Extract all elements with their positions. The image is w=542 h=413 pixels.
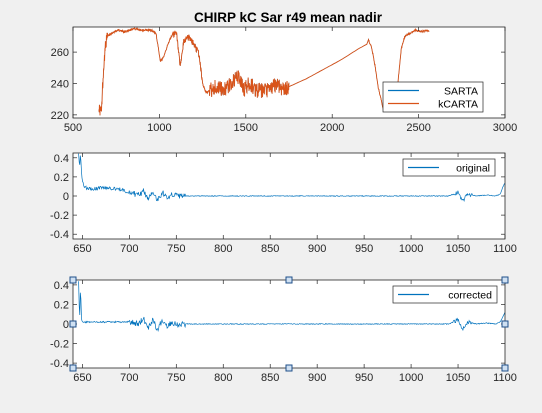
x-tick-label: 950 [355, 243, 373, 255]
x-tick-label: 1000 [399, 372, 423, 384]
x-tick-label: 850 [261, 372, 279, 384]
legend-entry-label: kCARTA [438, 99, 478, 111]
y-tick-label: 260 [51, 47, 69, 59]
y-tick-label: -0.2 [50, 210, 69, 222]
y-tick-label: 0.4 [54, 280, 69, 292]
y-tick-label: 0.2 [54, 299, 69, 311]
y-tick-label: 0.2 [54, 172, 69, 184]
resize-handle[interactable] [69, 364, 77, 372]
plot-area [98, 27, 430, 116]
original-series-line [78, 153, 505, 202]
x-tick-label: 750 [167, 243, 185, 255]
kcarta-line-segment [368, 38, 385, 112]
x-tick-label: 1000 [399, 243, 423, 255]
y-tick-label: 220 [51, 110, 69, 122]
x-tick-label: 900 [308, 243, 326, 255]
x-tick-label: 1050 [446, 372, 470, 384]
x-tick-label: 2500 [406, 122, 430, 134]
resize-handle[interactable] [501, 364, 509, 372]
y-tick-label: -0.4 [50, 358, 69, 370]
x-tick-label: 500 [64, 122, 82, 134]
legend[interactable]: original [402, 158, 496, 177]
x-tick-label: 1100 [493, 372, 517, 384]
top-spectrum-axes[interactable]: 500 1000 1500 2000 2500 3000 220 240 260 SARTAkCA… [51, 26, 518, 134]
resize-handle[interactable] [69, 276, 77, 284]
corrected-series-line [78, 281, 505, 332]
y-tick-label: 0 [63, 191, 69, 203]
legend[interactable]: corrected [392, 285, 498, 304]
x-tick-label: 950 [355, 372, 373, 384]
plot-area [78, 281, 505, 332]
x-tick-label: 700 [120, 243, 138, 255]
x-tick-label: 850 [261, 243, 279, 255]
top-chart-title: CHIRP kC Sar r49 mean nadir [194, 10, 383, 25]
corrected-bias-axes[interactable]: 650 700 750 800 850 900 950 1000 1050 1100 -0.4 -0.… [50, 276, 517, 384]
kcarta-line-segment [397, 28, 430, 84]
resize-handle[interactable] [285, 364, 293, 372]
x-tick-label: 1000 [147, 122, 171, 134]
x-tick-label: 3000 [493, 122, 517, 134]
axes-frame [72, 26, 506, 119]
legend-entry-label: corrected [448, 290, 492, 302]
resize-handle[interactable] [501, 320, 509, 328]
x-tick-label: 650 [73, 372, 91, 384]
x-tick-label: 700 [120, 372, 138, 384]
x-tick-label: 650 [73, 243, 91, 255]
y-tick-label: 240 [51, 78, 69, 90]
y-tick-label: 0 [63, 319, 69, 331]
legend-entry-label: original [456, 163, 490, 175]
x-tick-label: 2000 [320, 122, 344, 134]
plot-area [78, 153, 505, 202]
resize-handle[interactable] [69, 320, 77, 328]
kcarta-line-segment [288, 39, 369, 88]
original-bias-axes[interactable]: 650 700 750 800 850 900 950 1000 1050 1100 -0.4 -0.… [50, 152, 517, 255]
x-tick-label: 800 [214, 372, 232, 384]
y-tick-label: -0.4 [50, 229, 69, 241]
x-tick-label: 750 [167, 372, 185, 384]
resize-handle[interactable] [285, 276, 293, 284]
resize-handle[interactable] [501, 276, 509, 284]
x-tick-label: 1050 [446, 243, 470, 255]
x-tick-label: 800 [214, 243, 232, 255]
x-tick-label: 1100 [493, 243, 517, 255]
kcarta-line-segment [98, 27, 290, 116]
y-tick-label: -0.2 [50, 339, 69, 351]
legend-entry-label: SARTA [444, 86, 478, 98]
y-tick-label: 0.4 [54, 153, 69, 165]
x-tick-label: 1500 [234, 122, 258, 134]
x-tick-label: 900 [308, 372, 326, 384]
